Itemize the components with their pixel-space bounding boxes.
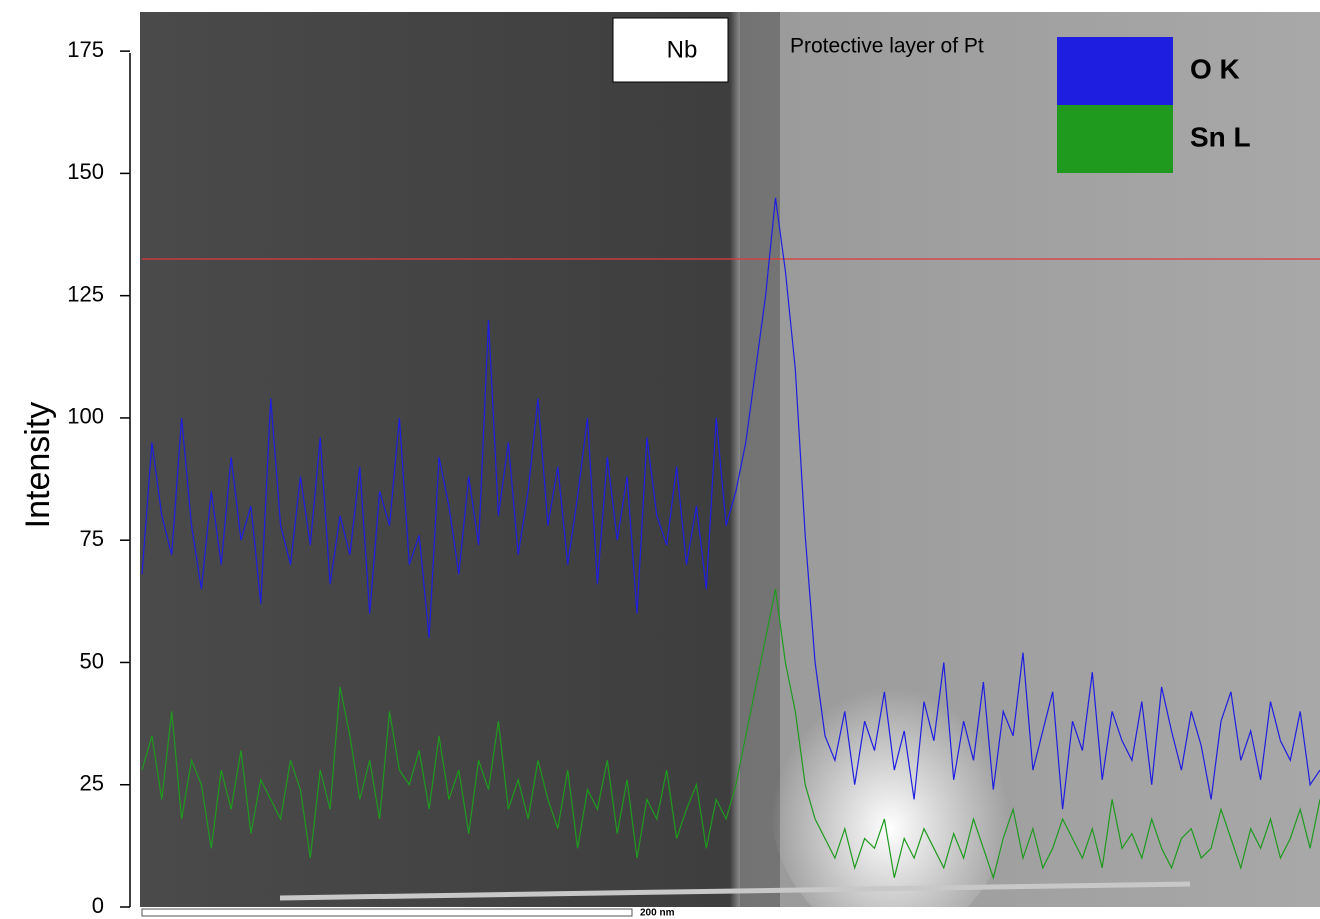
y-axis-label: Intensity xyxy=(19,402,57,529)
y-tick-label: 50 xyxy=(80,648,104,673)
series-line xyxy=(141,588,1320,880)
y-tick-label: 0 xyxy=(92,893,104,918)
annotation: Protective layer of Pt xyxy=(790,35,984,58)
y-tick-label: 175 xyxy=(67,37,104,62)
region-label-box xyxy=(612,17,729,83)
bright-region xyxy=(770,660,1010,919)
legend-swatch xyxy=(1057,105,1173,173)
legend-label: Sn L xyxy=(1190,121,1251,152)
y-tick-label: 100 xyxy=(67,404,104,429)
scale-bar-label: 200 nm xyxy=(640,908,675,919)
scan-line xyxy=(279,881,1191,901)
legend-label: O K xyxy=(1190,53,1240,84)
y-tick-label: 150 xyxy=(67,159,104,184)
legend-swatch xyxy=(1057,37,1173,105)
y-tick-label: 25 xyxy=(80,771,104,796)
y-tick-label: 75 xyxy=(80,526,104,551)
series-line xyxy=(141,197,1320,810)
region-label: Nb xyxy=(667,36,698,63)
scale-bar xyxy=(141,908,633,917)
interface-shadow xyxy=(740,12,780,907)
y-tick-label: 125 xyxy=(67,281,104,306)
